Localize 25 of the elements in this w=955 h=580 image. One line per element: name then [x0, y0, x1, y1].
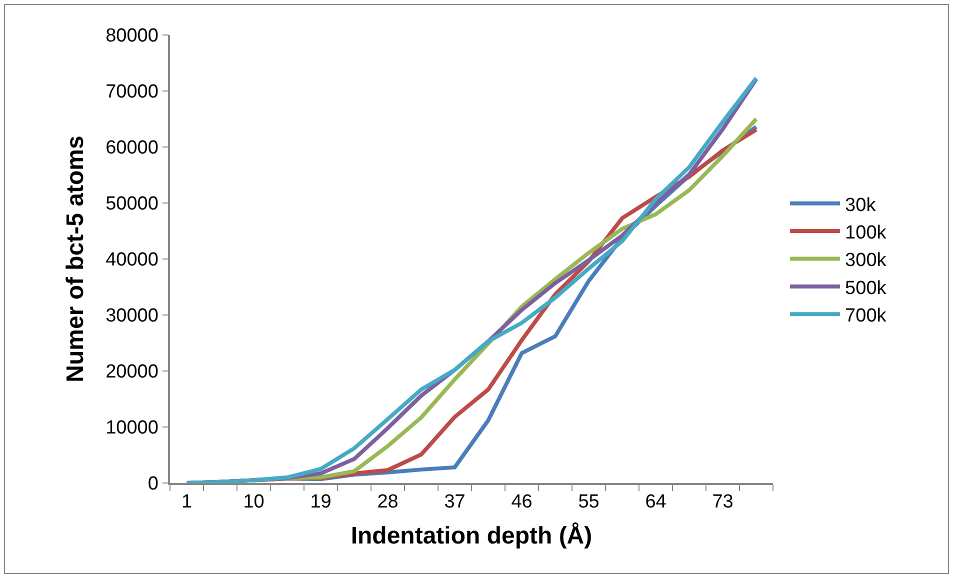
x-tick-label: 55 — [578, 492, 600, 513]
y-tick-label: 40000 — [106, 250, 158, 271]
legend-label: 30k — [845, 194, 876, 216]
legend-label: 300k — [845, 250, 887, 272]
y-tick-label: 30000 — [106, 306, 158, 327]
legend-label: 500k — [845, 278, 887, 299]
x-tick-label: 28 — [377, 492, 398, 513]
x-tick-label: 37 — [444, 492, 466, 513]
x-axis-title: Indentation depth (Å) — [350, 521, 592, 550]
x-tick-label: 73 — [712, 492, 734, 513]
y-tick-label: 10000 — [106, 418, 158, 439]
y-tick-label: 0 — [148, 474, 158, 495]
x-tick-label: 19 — [310, 492, 332, 513]
y-axis-title: Numer of bct-5 atoms — [62, 136, 90, 382]
y-tick-label: 70000 — [106, 82, 158, 103]
y-tick-label: 50000 — [106, 194, 158, 215]
y-tick-label: 60000 — [106, 138, 158, 159]
legend-label: 100k — [845, 222, 887, 244]
x-tick-label: 1 — [181, 492, 192, 513]
y-tick-label: 80000 — [106, 26, 158, 47]
x-tick-label: 10 — [243, 492, 264, 513]
x-tick-label: 64 — [645, 492, 667, 513]
legend-label: 700k — [845, 306, 887, 327]
x-tick-label: 46 — [511, 492, 532, 513]
y-tick-label: 20000 — [106, 362, 158, 383]
